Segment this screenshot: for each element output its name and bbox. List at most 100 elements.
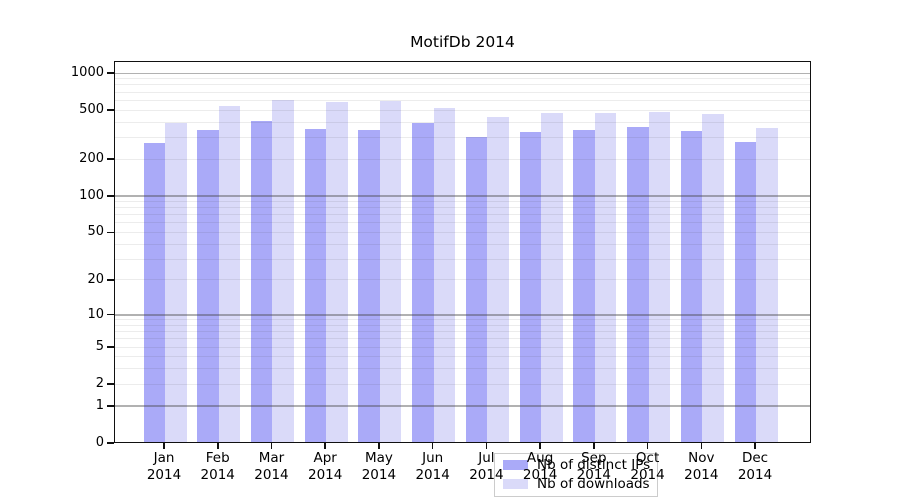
y-axis-tick-5 — [107, 346, 114, 348]
x-axis-label-sep: Sep 2014 — [576, 450, 611, 483]
gridline-4 — [115, 356, 810, 358]
grid-layer — [115, 62, 810, 443]
y-axis-tick-20 — [107, 279, 114, 281]
bar-downloads-aug — [541, 112, 563, 442]
x-axis-tick-feb — [217, 443, 219, 449]
gridline-1 — [115, 405, 810, 407]
bar-distinct-ips-jun — [412, 123, 434, 442]
x-axis-tick-jul — [485, 443, 488, 449]
x-axis-tick-oct — [646, 443, 649, 449]
x-axis-label-dec: Dec 2014 — [737, 450, 773, 483]
gridline-60 — [115, 222, 810, 224]
y-axis-tick-50 — [107, 231, 114, 234]
bar-downloads-dec — [756, 128, 778, 442]
legend: Nb of distinct IPs Nb of downloads — [494, 452, 658, 497]
bar-distinct-ips-apr — [304, 128, 327, 442]
gridline-50 — [115, 231, 810, 233]
x-axis-tick-sep — [593, 443, 595, 449]
y-axis-tick-200 — [107, 158, 114, 160]
y-axis-tick-0 — [107, 442, 114, 444]
x-axis-tick-jan — [163, 443, 165, 449]
gridline-90 — [115, 200, 810, 202]
bar-distinct-ips-may — [358, 129, 380, 442]
y-axis-tick-label-50: 50 — [87, 224, 104, 240]
legend-label-downloads: Nb of downloads — [537, 476, 650, 492]
bar-distinct-ips-mar — [250, 121, 273, 442]
bar-downloads-apr — [326, 101, 348, 442]
gridline-5 — [115, 346, 810, 348]
y-axis-tick-label-2: 2 — [95, 376, 104, 392]
bar-downloads-jul — [487, 117, 509, 442]
bar-downloads-mar — [272, 99, 294, 442]
x-axis-label-oct: Oct 2014 — [630, 450, 665, 483]
y-axis-tick-500 — [107, 109, 114, 111]
x-axis-tick-may — [378, 443, 380, 449]
y-axis-tick-label-1: 1 — [95, 397, 104, 413]
gridline-600 — [115, 99, 810, 101]
x-axis-label-jun: Jun 2014 — [415, 450, 450, 483]
bar-distinct-ips-dec — [734, 142, 757, 442]
gridline-30 — [115, 258, 810, 260]
y-axis-tick-label-500: 500 — [79, 102, 104, 118]
y-axis-tick-label-0: 0 — [95, 435, 104, 450]
gridline-70 — [115, 214, 810, 216]
gridline-400 — [115, 121, 810, 123]
x-axis-label-mar: Mar 2014 — [254, 450, 289, 483]
gridline-700 — [115, 91, 810, 93]
y-axis-tick-1 — [107, 405, 114, 407]
gridline-6 — [115, 338, 810, 340]
bar-downloads-sep — [594, 112, 617, 442]
y-axis-tick-label-200: 200 — [79, 151, 104, 166]
y-axis-tick-label-20: 20 — [87, 271, 104, 287]
gridline-300 — [115, 136, 810, 138]
gridline-3 — [115, 368, 810, 370]
y-axis-tick-label-10: 10 — [87, 306, 104, 322]
bars-layer — [115, 62, 810, 442]
x-axis-tick-nov — [700, 443, 702, 449]
gridline-1000 — [115, 72, 810, 74]
y-axis-tick-label-5: 5 — [95, 339, 104, 354]
y-axis-tick-label-100: 100 — [79, 187, 104, 203]
plot-area: Nb of distinct IPs Nb of downloads — [114, 60, 811, 497]
bar-downloads-jan — [165, 123, 187, 442]
bar-distinct-ips-jul — [465, 136, 488, 442]
bar-downloads-may — [379, 101, 402, 442]
bar-distinct-ips-nov — [680, 130, 703, 442]
x-axis-tick-mar — [270, 443, 273, 449]
bar-distinct-ips-feb — [197, 129, 219, 442]
legend-swatch-distinct-ips — [503, 460, 528, 470]
legend-swatch-downloads — [503, 479, 528, 489]
bar-distinct-ips-jan — [143, 143, 165, 442]
x-axis-label-apr: Apr 2014 — [308, 450, 343, 483]
chart-title: MotifDb 2014 — [410, 33, 515, 51]
y-axis-tick-label-1000: 1000 — [70, 65, 104, 80]
y-axis-tick-1000 — [107, 72, 114, 74]
gridline-8 — [115, 324, 810, 326]
bar-downloads-oct — [648, 111, 671, 442]
bar-distinct-ips-aug — [519, 132, 542, 442]
x-axis-label-feb: Feb 2014 — [200, 450, 235, 483]
x-axis-label-aug: Aug 2014 — [522, 450, 558, 483]
gridline-9 — [115, 319, 810, 321]
gridline-7 — [115, 331, 810, 333]
x-axis-tick-apr — [324, 443, 326, 449]
x-axis-tick-dec — [754, 443, 756, 449]
x-axis-tick-aug — [539, 443, 541, 449]
gridline-900 — [115, 78, 810, 80]
x-axis-label-jan: Jan 2014 — [146, 450, 182, 483]
gridline-500 — [115, 109, 810, 111]
gridline-80 — [115, 207, 810, 209]
gridline-10 — [115, 314, 810, 316]
gridline-100 — [115, 195, 810, 197]
bar-distinct-ips-oct — [627, 126, 649, 442]
legend-item-downloads: Nb of downloads — [503, 476, 650, 492]
gridline-2 — [115, 383, 810, 385]
x-axis-tick-jun — [431, 443, 434, 449]
y-axis-tick-100 — [107, 195, 114, 197]
y-axis-tick-10 — [107, 313, 114, 316]
legend-item-distinct-ips: Nb of distinct IPs — [503, 457, 650, 473]
x-axis-label-may: May 2014 — [361, 450, 397, 483]
x-axis-label-nov: Nov 2014 — [684, 450, 719, 483]
y-axis-tick-2 — [107, 383, 114, 385]
